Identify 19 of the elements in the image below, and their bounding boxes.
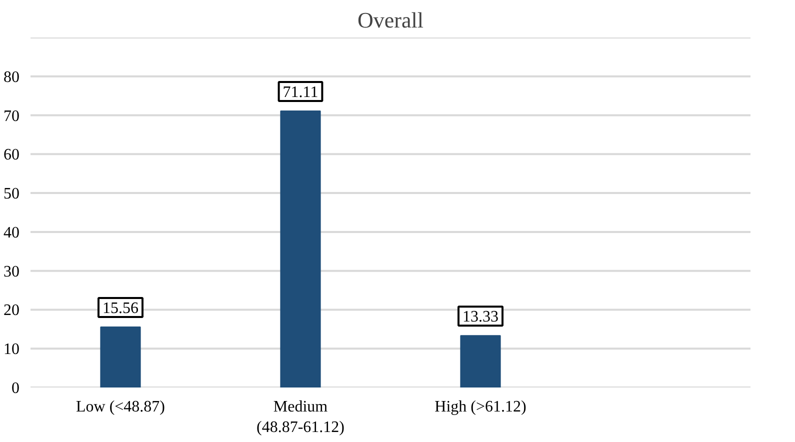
data-label: 71.11 bbox=[282, 84, 318, 101]
y-tick-label: 50 bbox=[4, 186, 20, 203]
data-label: 15.56 bbox=[102, 300, 138, 317]
y-tick-label: 80 bbox=[4, 68, 20, 86]
chart-title: Overall bbox=[358, 8, 424, 32]
bar bbox=[280, 110, 321, 388]
x-tick-label: High (>61.12) bbox=[434, 398, 526, 416]
y-tick-label: 0 bbox=[12, 380, 20, 397]
y-tick-label: 20 bbox=[4, 302, 20, 320]
bar bbox=[460, 335, 501, 388]
x-tick-label: Medium (48.87-61.12) bbox=[256, 398, 344, 436]
y-tick-label: 40 bbox=[4, 224, 20, 242]
y-tick-label: 60 bbox=[4, 146, 20, 164]
y-tick-label: 10 bbox=[4, 341, 20, 358]
bar bbox=[100, 326, 141, 388]
x-tick-label: Low (<48.87) bbox=[76, 398, 166, 416]
y-tick-label: 70 bbox=[4, 108, 20, 125]
y-tick-label: 30 bbox=[4, 263, 20, 280]
data-label: 13.33 bbox=[462, 308, 498, 326]
